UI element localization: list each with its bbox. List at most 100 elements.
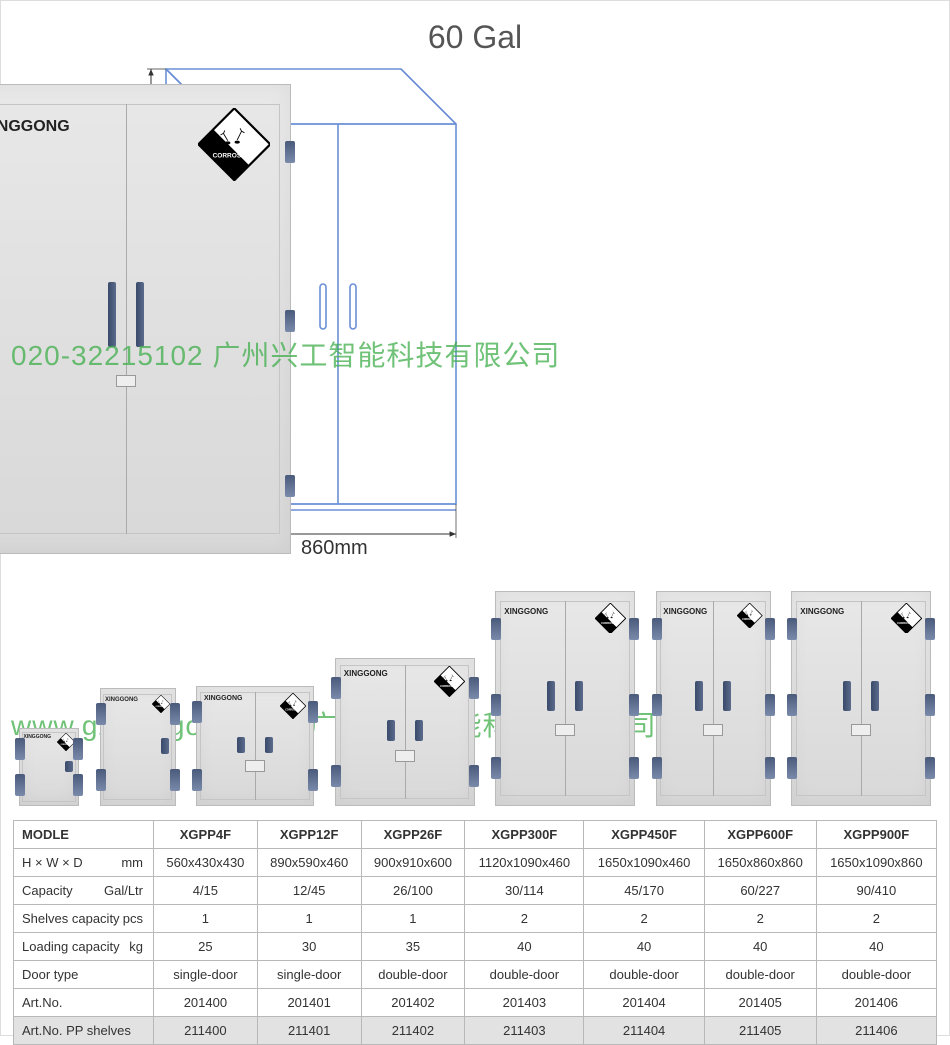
table-cell: double-door — [361, 961, 465, 989]
svg-text:CORROSIVES: CORROSIVES — [601, 621, 620, 625]
door-latch — [116, 375, 136, 387]
table-header: XGPP4F — [154, 821, 258, 849]
door-handle — [65, 761, 73, 772]
table-cell: 211401 — [257, 1017, 361, 1045]
table-cell: 1650x1090x460 — [584, 849, 704, 877]
hero-section: 1650mm 860mm 860mm XINGGONG CORROSIVES — [1, 64, 949, 574]
door-handle — [387, 720, 395, 740]
brand-label: XINGGONG — [0, 118, 70, 136]
table-cell: 90/410 — [816, 877, 936, 905]
door-handle — [575, 681, 583, 711]
table-cell: 2 — [704, 905, 816, 933]
table-cell: 1 — [361, 905, 465, 933]
table-header: XGPP450F — [584, 821, 704, 849]
hinge-icon — [652, 694, 662, 716]
brand-label: XINGGONG — [504, 607, 548, 616]
hinge-icon — [192, 701, 202, 723]
table-cell: 40 — [704, 933, 816, 961]
lineup-cabinet: XINGGONG CORROSIVES — [196, 686, 314, 806]
hinge-icon — [96, 769, 106, 791]
row-label: H × W × Dmm — [14, 849, 154, 877]
hinge-icon — [491, 618, 501, 640]
table-header: MODLE — [14, 821, 154, 849]
door-handle — [136, 282, 144, 348]
hinge-icon — [925, 757, 935, 779]
hazard-icon: CORROSIVES — [57, 733, 75, 756]
table-header-row: MODLEXGPP4FXGPP12FXGPP26FXGPP300FXGPP450… — [14, 821, 937, 849]
door-handle — [415, 720, 423, 740]
brand-label: XINGGONG — [23, 734, 51, 740]
hinge-icon — [331, 765, 341, 787]
cabinet-photo-main: XINGGONG CORROSIVES — [0, 84, 291, 554]
hazard-icon: CORROSIVES — [891, 603, 922, 639]
table-cell: 1 — [154, 905, 258, 933]
hinge-icon — [629, 757, 639, 779]
table-cell: 201406 — [816, 989, 936, 1017]
door-handle — [237, 737, 245, 754]
brand-label: XINGGONG — [800, 607, 844, 616]
door-latch — [245, 760, 265, 772]
spec-table: MODLEXGPP4FXGPP12FXGPP26FXGPP300FXGPP450… — [13, 820, 937, 1045]
hinge-icon — [629, 618, 639, 640]
row-label: CapacityGal/Ltr — [14, 877, 154, 905]
hazard-icon: CORROSIVES — [198, 108, 271, 186]
table-row: Loading capacitykg25303540404040 — [14, 933, 937, 961]
hinge-icon — [308, 701, 318, 723]
hinge-icon — [787, 618, 797, 640]
table-cell: 201404 — [584, 989, 704, 1017]
page-title: 60 Gal — [1, 1, 949, 64]
table-cell: double-door — [816, 961, 936, 989]
table-cell: 1650x1090x860 — [816, 849, 936, 877]
table-cell: 2 — [465, 905, 584, 933]
hinge-icon — [170, 703, 180, 725]
lineup-cabinet: XINGGONG CORROSIVES — [100, 688, 176, 806]
door-handle — [695, 681, 703, 711]
table-header: XGPP900F — [816, 821, 936, 849]
door-handle — [871, 681, 879, 711]
row-label: Shelves capacitypcs — [14, 905, 154, 933]
door-handle — [723, 681, 731, 711]
hinge-icon — [925, 618, 935, 640]
svg-text:CORROSIVES: CORROSIVES — [743, 619, 759, 621]
hinge-icon — [96, 703, 106, 725]
table-cell: 45/170 — [584, 877, 704, 905]
table-cell: double-door — [465, 961, 584, 989]
hinge-icon — [652, 757, 662, 779]
product-lineup: www.gzxinggong.com 广州兴工智能科技有限公司 XINGGONG… — [1, 574, 949, 814]
table-row: Shelves capacitypcs1112222 — [14, 905, 937, 933]
brand-label: XINGGONG — [663, 607, 707, 616]
hinge-icon — [765, 757, 775, 779]
table-header: XGPP12F — [257, 821, 361, 849]
hinge-icon — [925, 694, 935, 716]
table-cell: 560x430x430 — [154, 849, 258, 877]
hinge-icon — [787, 694, 797, 716]
table-cell: 890x590x460 — [257, 849, 361, 877]
hinge-icon — [73, 774, 83, 796]
table-cell: single-door — [257, 961, 361, 989]
door-latch — [555, 724, 575, 736]
table-cell: 1 — [257, 905, 361, 933]
table-cell: 30/114 — [465, 877, 584, 905]
hinge-icon — [308, 769, 318, 791]
table-cell: 12/45 — [257, 877, 361, 905]
table-cell: 211403 — [465, 1017, 584, 1045]
brand-label: XINGGONG — [344, 669, 388, 678]
hinge-icon — [652, 618, 662, 640]
table-cell: 25 — [154, 933, 258, 961]
table-cell: 60/227 — [704, 877, 816, 905]
table-header: XGPP300F — [465, 821, 584, 849]
lineup-cabinet: XINGGONG CORROSIVES — [495, 591, 635, 806]
table-cell: 900x910x600 — [361, 849, 465, 877]
table-cell: 1650x860x860 — [704, 849, 816, 877]
door-latch — [395, 750, 415, 762]
hinge-icon — [491, 757, 501, 779]
hinge-icon — [285, 475, 295, 497]
brand-label: XINGGONG — [204, 695, 243, 702]
svg-text:CORROSIVES: CORROSIVES — [212, 153, 256, 160]
lineup-cabinet: XINGGONG CORROSIVES — [656, 591, 771, 806]
hinge-icon — [73, 738, 83, 760]
hazard-icon: CORROSIVES — [595, 603, 626, 639]
table-cell: 2 — [816, 905, 936, 933]
svg-text:860mm: 860mm — [301, 537, 368, 559]
hinge-icon — [285, 310, 295, 332]
